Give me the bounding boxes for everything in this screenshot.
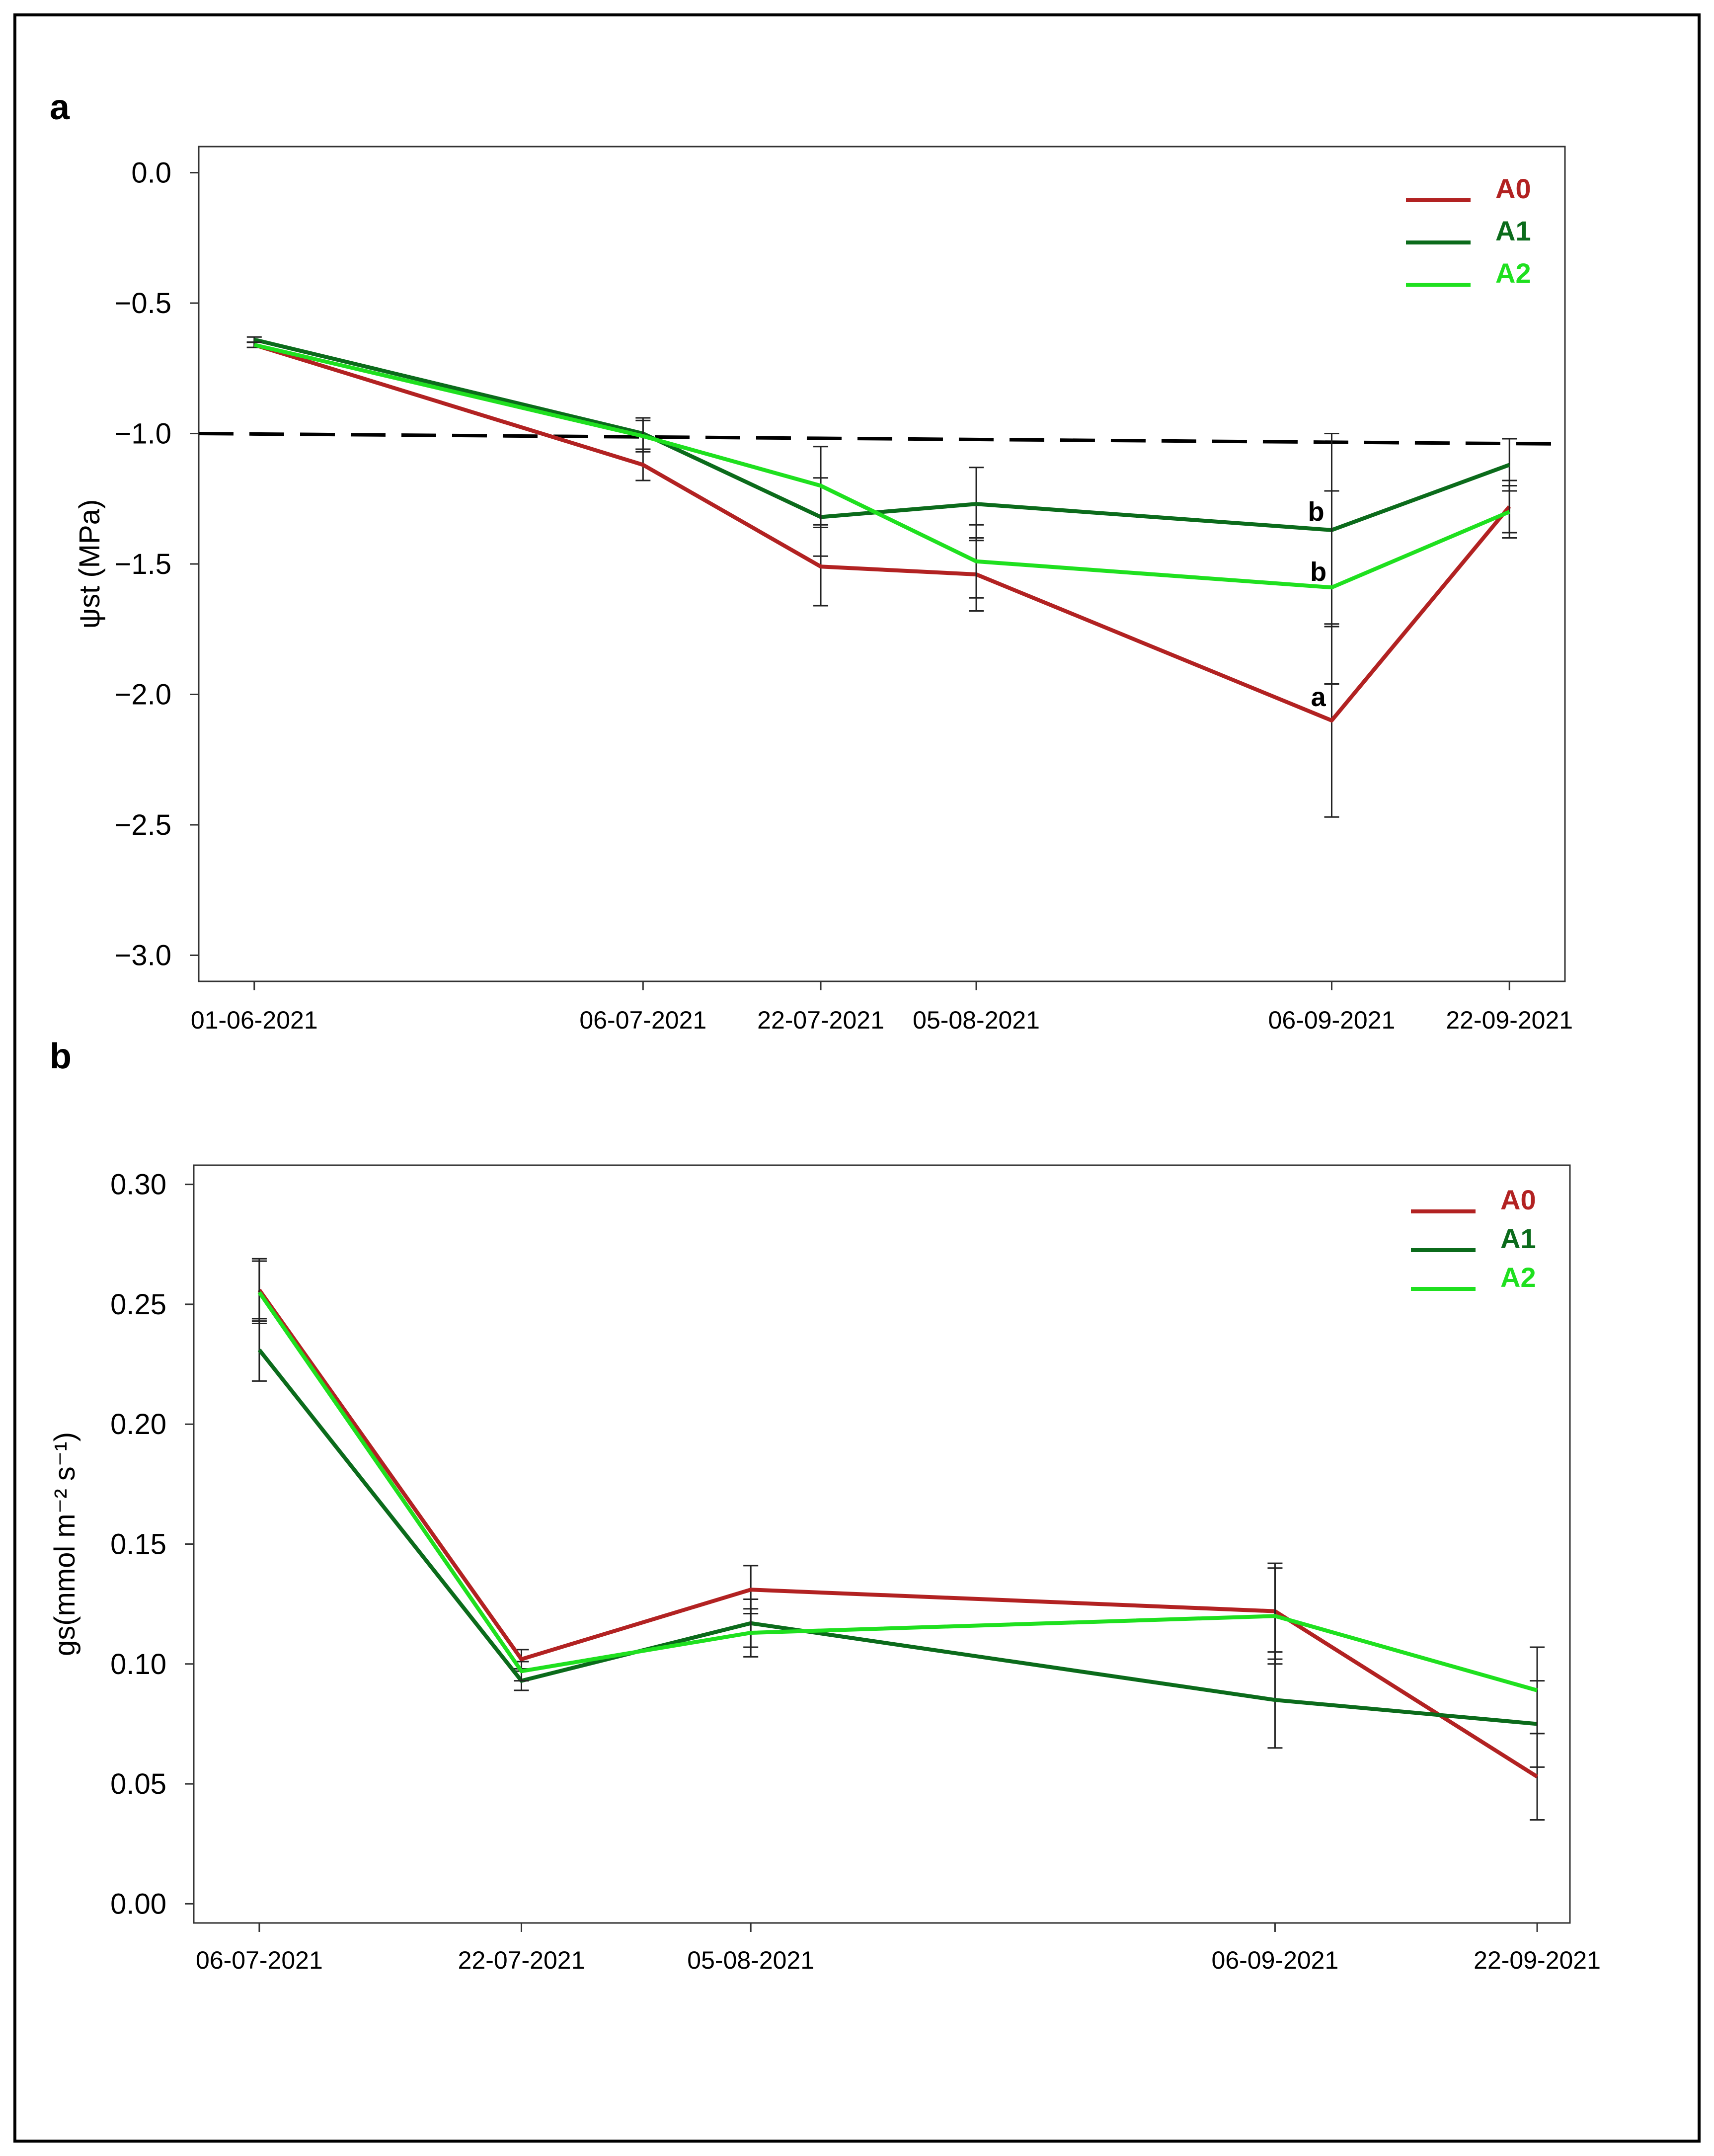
series-line-A0	[253, 343, 1511, 722]
y-tick-label: −0.5	[115, 287, 172, 319]
figure-frame	[13, 13, 1701, 2143]
legend-label-A2: A2	[1495, 257, 1531, 289]
x-tick-label: 22-07-2021	[757, 1006, 884, 1034]
y-tick-label: 0.30	[110, 1169, 166, 1201]
y-axis-label: ψst (MPa)	[74, 499, 106, 629]
chart-panel-b: 0.00 0.05 0.10 0.15 0.20 0.25 0.30 06-07-2021 22…	[49, 1164, 1601, 1974]
y-tick-label: 0.15	[110, 1528, 166, 1561]
y-tick-label: −2.0	[115, 679, 172, 711]
y-tick-label: 0.25	[110, 1288, 166, 1321]
x-tick-label: 06-09-2021	[1212, 1946, 1339, 1974]
legend-label-A2: A2	[1500, 1262, 1536, 1293]
x-tick-label: 06-07-2021	[579, 1006, 706, 1034]
x-tick-label: 22-07-2021	[458, 1946, 585, 1974]
y-tick-label: 0.10	[110, 1648, 166, 1680]
series-line-A2	[253, 343, 1510, 590]
legend-label-A1: A1	[1495, 215, 1531, 246]
y-tick-label: 0.0	[131, 157, 171, 189]
panel-label-b: b	[50, 1037, 72, 1076]
y-tick-label: −3.0	[115, 940, 172, 972]
y-axis-label: gs(mmol m⁻² s⁻¹)	[49, 1432, 81, 1656]
x-tick-label: 01-06-2021	[191, 1006, 318, 1034]
threshold-reference-line	[198, 432, 1565, 446]
x-tick-label: 05-08-2021	[913, 1006, 1040, 1034]
significance-letter: a	[1311, 682, 1326, 712]
legend-label-A1: A1	[1500, 1223, 1536, 1254]
series-line-A1	[253, 337, 1510, 532]
legend-label-A0: A0	[1500, 1184, 1536, 1215]
y-tick-label: 0.05	[110, 1768, 166, 1800]
x-tick-label: 06-07-2021	[196, 1946, 323, 1974]
y-tick-label: 0.20	[110, 1408, 166, 1440]
series-line-A0	[257, 1288, 1539, 1778]
series-line-A2	[257, 1291, 1538, 1692]
panel-label-a: a	[50, 87, 70, 127]
x-tick-label: 22-09-2021	[1474, 1946, 1601, 1974]
legend-label-A0: A0	[1495, 173, 1531, 204]
significance-letter: b	[1308, 497, 1324, 527]
chart-panel-a: 0.0 −0.5 −1.0 −1.5 −2.0 −2.5 −3.0 01-06-2021 06-…	[74, 146, 1573, 1034]
x-tick-label: 06-09-2021	[1268, 1006, 1396, 1034]
y-tick-label: −2.5	[115, 809, 172, 841]
x-tick-label: 05-08-2021	[687, 1946, 814, 1974]
significance-letter: b	[1310, 557, 1326, 587]
y-tick-label: 0.00	[110, 1888, 166, 1920]
y-tick-label: −1.5	[115, 548, 172, 580]
x-tick-label: 22-09-2021	[1446, 1006, 1573, 1034]
y-tick-label: −1.0	[115, 418, 172, 450]
